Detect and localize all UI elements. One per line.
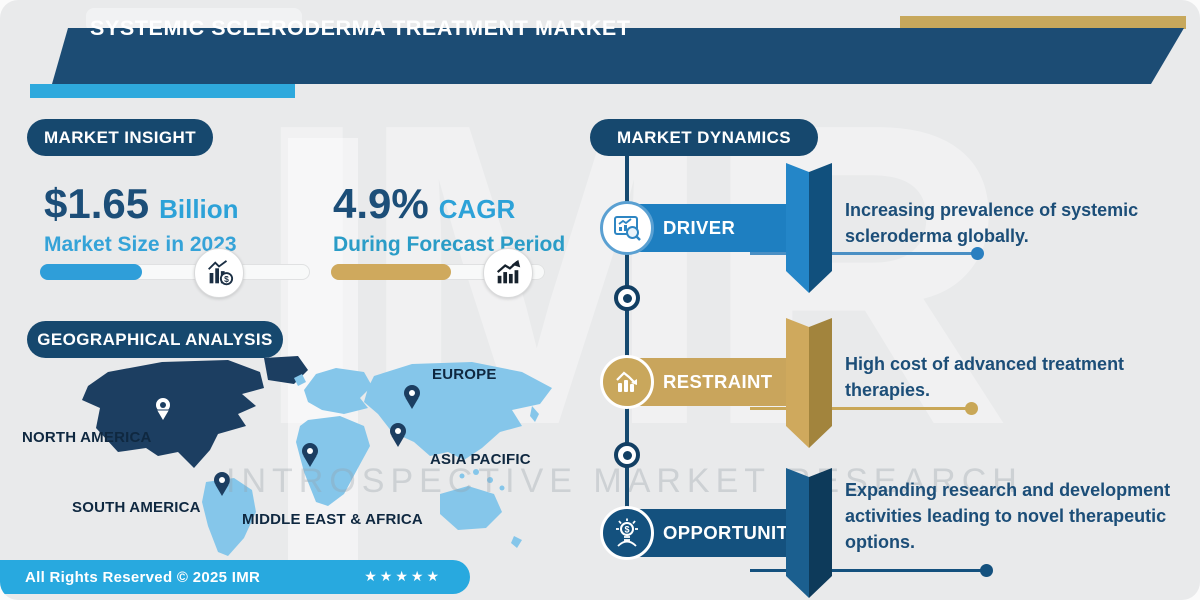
market-size-progress-fill (40, 264, 142, 280)
region-label-north-america: NORTH AMERICA (22, 429, 152, 446)
region-label-asia-pacific: ASIA PACIFIC (430, 451, 531, 468)
restraint-connector-line (750, 402, 978, 415)
cagr-progress-fill (331, 264, 451, 280)
driver-connector-dot (971, 247, 984, 260)
driver-label: DRIVER (663, 217, 736, 238)
bar-chart-dollar-icon: $ (194, 248, 244, 298)
title-accent-bar (30, 84, 295, 98)
svg-text:$: $ (624, 525, 629, 535)
region-label-europe: EUROPE (432, 366, 497, 383)
declining-chart-icon (600, 355, 654, 409)
restraint-description: High cost of advanced treatment therapie… (845, 354, 1125, 400)
market-insight-badge: MARKET INSIGHT (27, 119, 213, 156)
restraint-bookmark-arrow (786, 318, 832, 448)
top-right-gold-bar (900, 16, 1186, 29)
company-watermark: INTROSPECTIVE MARKET RESEARCH (226, 462, 1023, 500)
map-pin-south-america (214, 472, 230, 496)
opportunity-label: OPPORTUNITY (663, 522, 802, 543)
dynamics-timeline-line (625, 152, 629, 536)
map-pin-north-america (154, 396, 172, 422)
region-label-south-america: SOUTH AMERICA (72, 499, 201, 516)
rating-stars: ★★★★★ (364, 569, 442, 585)
market-size-unit: Billion (159, 194, 239, 224)
cagr-unit: CAGR (438, 194, 516, 224)
market-size-value: $1.65 (44, 180, 150, 227)
market-size-caption: Market Size in 2023 (44, 233, 237, 256)
continents-dark (82, 356, 308, 468)
opportunity-description: Expanding research and development activ… (845, 480, 1171, 552)
market-size-progress-bar (40, 264, 310, 280)
world-map (82, 356, 552, 556)
map-pin-asia-pacific (390, 423, 406, 447)
cagr-caption: During Forecast Period (333, 233, 566, 256)
page-title: SYSTEMIC SCLERODERMA TREATMENT MARKET (90, 16, 631, 40)
restraint-connector-dot (965, 402, 978, 415)
driver-bookmark-arrow (786, 163, 832, 293)
cagr-value: 4.9% (333, 180, 429, 227)
lightbulb-dollar-icon: $ (600, 506, 654, 560)
svg-text:$: $ (224, 274, 229, 284)
restraint-label: RESTRAINT (663, 371, 773, 392)
driver-connector-line (750, 247, 984, 260)
cagr-stat: 4.9% CAGR During Forecast Period (333, 180, 565, 257)
opportunity-connector-dot (980, 564, 993, 577)
report-magnifier-icon (600, 201, 654, 255)
footer-bar: All Rights Reserved © 2025 IMR ★★★★★ (0, 560, 470, 594)
driver-description: Increasing prevalence of systemic sclero… (845, 200, 1139, 246)
market-dynamics-badge: MARKET DYNAMICS (590, 119, 818, 156)
region-label-middle-east-africa: MIDDLE EAST & AFRICA (242, 511, 423, 528)
geographical-analysis-badge: GEOGRAPHICAL ANALYSIS (27, 321, 283, 358)
map-pin-europe (404, 385, 420, 409)
market-size-stat: $1.65 Billion Market Size in 2023 (44, 180, 239, 257)
opportunity-bookmark-arrow (786, 468, 832, 598)
opportunity-connector-line (750, 564, 993, 577)
timeline-node-1 (614, 285, 640, 311)
growth-chart-icon (483, 248, 533, 298)
timeline-node-2 (614, 442, 640, 468)
copyright-text: All Rights Reserved © 2025 IMR (25, 568, 261, 586)
opportunity-ribbon: OPPORTUNITY (627, 509, 801, 557)
title-banner (52, 28, 1184, 84)
map-pin-middle-east-africa (302, 443, 318, 467)
